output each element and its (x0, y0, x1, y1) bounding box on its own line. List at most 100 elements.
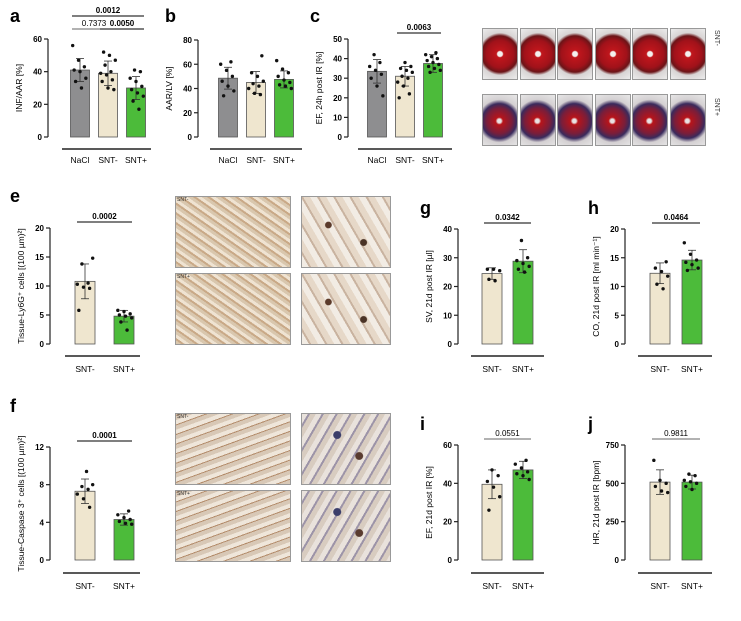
data-point (87, 505, 92, 509)
y-tick-label: 20 (443, 518, 452, 527)
data-point (696, 266, 700, 270)
p-value-label: 0.0464 (664, 213, 689, 222)
data-point (423, 52, 428, 57)
data-point (521, 261, 525, 266)
y-tick-label: 250 (606, 518, 620, 527)
data-point (137, 107, 141, 111)
p-value-label: 0.0012 (96, 6, 121, 15)
data-point (658, 478, 662, 482)
data-point (515, 258, 519, 263)
heart-section-image (669, 94, 706, 146)
y-tick-label: 8 (40, 481, 45, 490)
data-point (653, 266, 658, 270)
data-point (119, 320, 123, 324)
data-point (125, 328, 129, 332)
y-tick-label: 60 (443, 441, 452, 450)
y-tick-label: 60 (33, 35, 42, 44)
x-tick-label: SNT+ (273, 155, 295, 165)
data-point (87, 286, 92, 291)
panel-letter: c (310, 6, 320, 26)
data-point (110, 78, 115, 82)
data-point (126, 509, 131, 513)
y-tick-label: 10 (35, 282, 44, 291)
bar-SNT- (481, 273, 503, 345)
data-point (373, 68, 378, 73)
data-point (122, 309, 126, 314)
data-point (112, 87, 116, 92)
panel-letter: e (10, 186, 20, 206)
data-point (283, 84, 288, 88)
bar-SNT+ (681, 481, 703, 561)
heart-section-image (557, 94, 593, 146)
data-point (406, 76, 410, 80)
row-label-snt-minus: SNT- (713, 30, 720, 46)
y-tick-label: 5 (615, 311, 620, 320)
heart-section-image (632, 94, 668, 146)
data-point (106, 86, 110, 90)
data-point (426, 64, 431, 69)
panel-letter: j (587, 414, 593, 434)
heart-section-image (594, 28, 631, 80)
data-point (79, 86, 84, 90)
data-point (129, 87, 134, 92)
heart-section-image (594, 94, 631, 146)
panel-letter: b (165, 6, 176, 26)
y-tick-label: 20 (610, 225, 619, 234)
data-point (81, 497, 86, 501)
y-tick-label: 0 (38, 133, 43, 142)
data-point (260, 54, 264, 58)
data-point (435, 56, 440, 61)
data-point (82, 65, 87, 69)
panel-letter: f (10, 396, 17, 416)
bar-SNT+ (512, 469, 534, 561)
y-tick-label: 0 (448, 340, 453, 349)
data-point (221, 94, 226, 98)
chart-panel-e: e 0 5 10 15 20 Tissue-Ly6G⁺ cells [(100 µm)²] S… (10, 186, 140, 374)
heart-section-image (669, 28, 706, 80)
data-point (134, 79, 138, 84)
data-point (140, 84, 144, 89)
data-point (255, 74, 260, 79)
data-point (487, 508, 491, 512)
data-point (131, 99, 135, 103)
y-tick-label: 10 (610, 283, 619, 292)
chart-panel-h: h 0 5 10 15 20 CO, 21d post IR [ml min⁻¹] SNT- S… (588, 198, 712, 374)
data-point (379, 72, 384, 76)
data-point (684, 260, 688, 265)
y-tick-label: 15 (610, 254, 619, 263)
data-point (73, 79, 78, 84)
micrograph-e-snt-minus (175, 196, 291, 268)
data-point (425, 58, 429, 63)
y-tick-label: 60 (183, 60, 192, 69)
data-point (401, 84, 406, 88)
data-point (497, 268, 502, 273)
data-point (688, 480, 693, 484)
heart-section-image (482, 94, 518, 146)
x-tick-label: SNT- (75, 364, 95, 374)
data-point (659, 489, 664, 493)
micrograph-f-zoom-bottom (301, 490, 391, 562)
data-point (286, 71, 291, 75)
data-point (664, 260, 668, 264)
y-tick-label: 20 (35, 224, 44, 233)
data-point (437, 62, 441, 67)
data-point (90, 256, 95, 260)
data-point (407, 92, 412, 96)
p-value-label: 0.9811 (664, 429, 688, 438)
panel-letter: a (10, 6, 21, 26)
data-point (116, 308, 120, 313)
data-point (694, 258, 699, 262)
micrograph-e-snt-plus (175, 273, 291, 345)
data-point (76, 58, 81, 62)
y-tick-label: 0 (448, 556, 453, 565)
x-tick-label: SNT- (246, 155, 266, 165)
data-point (487, 277, 491, 282)
y-axis-label: HR, 21d post IR [bpm] (591, 460, 601, 544)
micrograph-f-snt-plus (175, 490, 291, 562)
y-axis-label: Tissue-Ly6G⁺ cells [(100 µm)²] (16, 228, 26, 344)
data-point (431, 60, 435, 65)
chart-panel-a: a 0 20 40 60 INF/AAR [%] NaCl SNT- SNT+ 0.0012 0.7… (10, 6, 151, 165)
data-point (75, 282, 80, 286)
